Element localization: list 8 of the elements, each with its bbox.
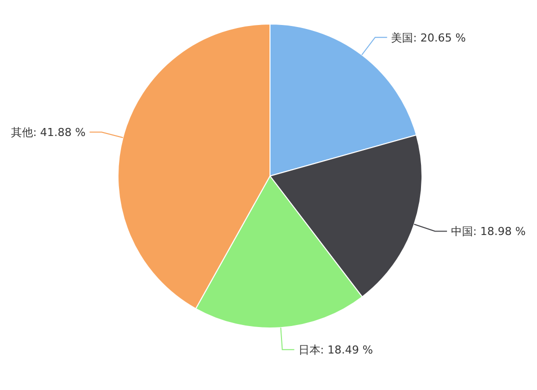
slice-label: 日本: 18.49 % [298,344,373,357]
pie-slice [118,24,270,310]
pie-slice [270,24,417,176]
pie-slice [270,134,422,298]
pie-slice [195,176,363,328]
slice-label: 中国: 18.98 % [451,225,526,238]
slice-label: 美国: 20.65 % [391,31,466,44]
slice-label: 其他: 41.88 % [10,126,86,140]
